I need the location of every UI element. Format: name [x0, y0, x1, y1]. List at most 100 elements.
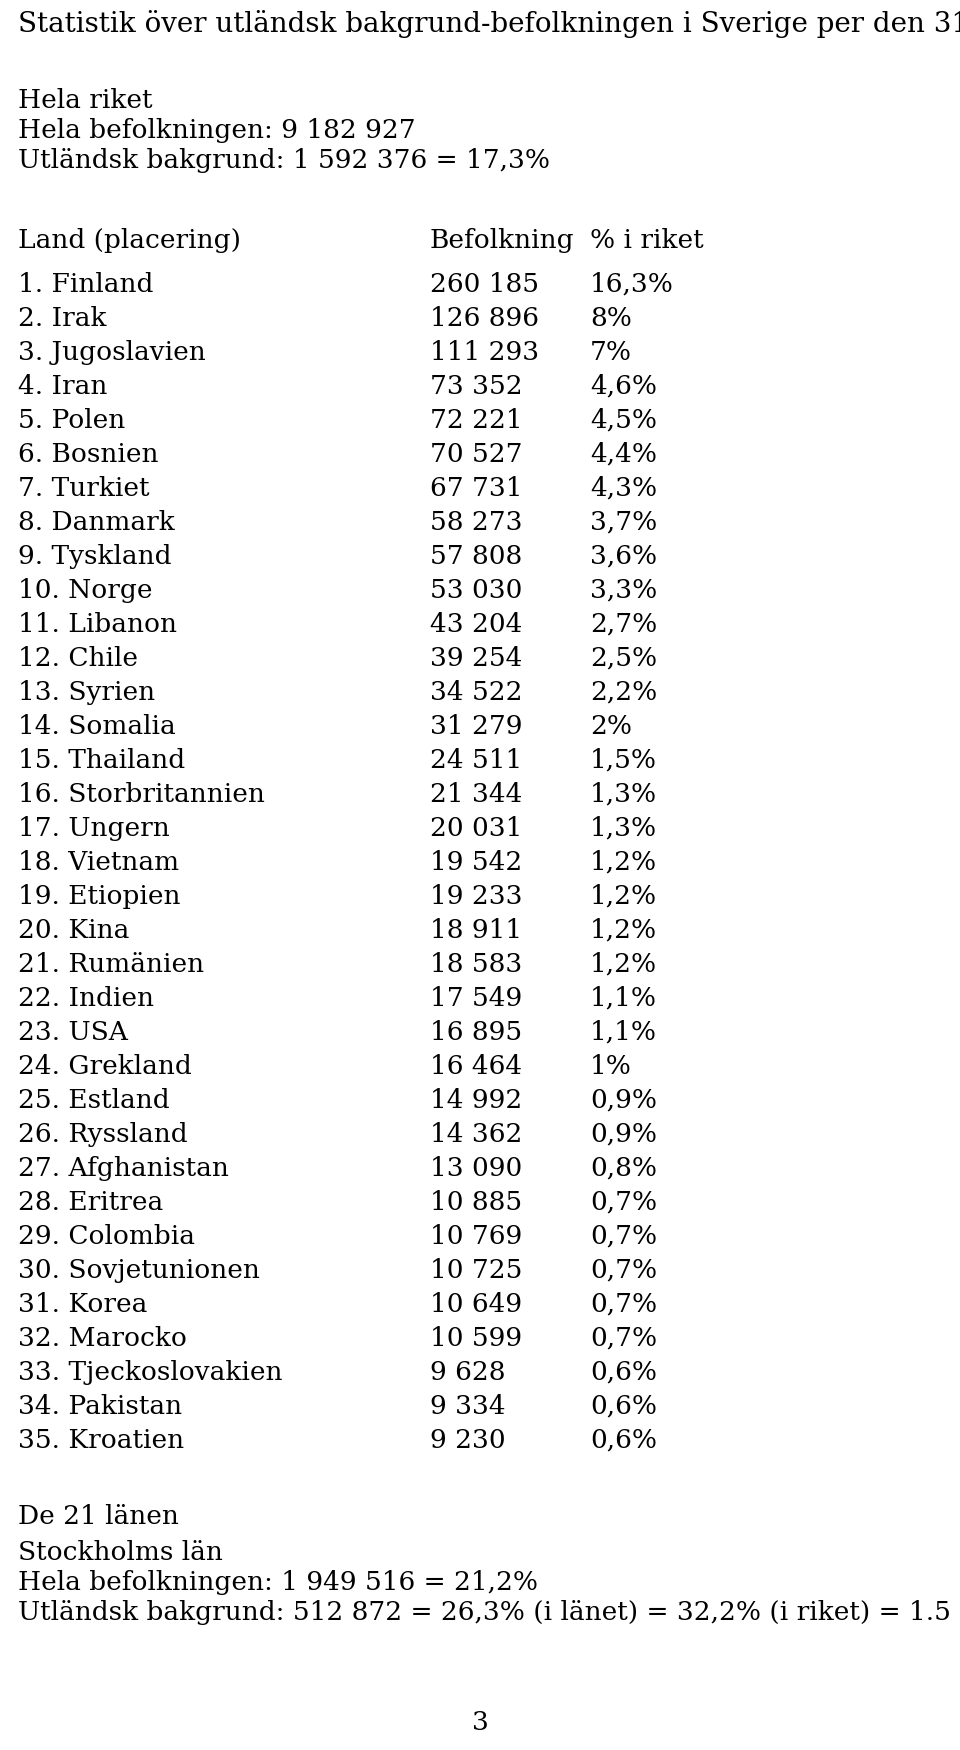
- Text: Land (placering): Land (placering): [18, 228, 241, 254]
- Text: % i riket: % i riket: [590, 228, 704, 254]
- Text: 70 527: 70 527: [430, 443, 522, 467]
- Text: 13 090: 13 090: [430, 1157, 522, 1181]
- Text: 18 583: 18 583: [430, 952, 522, 977]
- Text: 4,6%: 4,6%: [590, 374, 657, 399]
- Text: 72 221: 72 221: [430, 408, 522, 432]
- Text: 32. Marocko: 32. Marocko: [18, 1326, 187, 1351]
- Text: 57 808: 57 808: [430, 544, 522, 569]
- Text: 2,5%: 2,5%: [590, 646, 658, 670]
- Text: 16 464: 16 464: [430, 1054, 522, 1080]
- Text: 23. USA: 23. USA: [18, 1020, 128, 1045]
- Text: 7. Turkiet: 7. Turkiet: [18, 476, 150, 500]
- Text: 7%: 7%: [590, 340, 632, 366]
- Text: 34 522: 34 522: [430, 681, 522, 705]
- Text: 58 273: 58 273: [430, 509, 522, 536]
- Text: 17 549: 17 549: [430, 985, 522, 1011]
- Text: 3,7%: 3,7%: [590, 509, 658, 536]
- Text: 3: 3: [471, 1710, 489, 1734]
- Text: 260 185: 260 185: [430, 271, 539, 298]
- Text: 0,9%: 0,9%: [590, 1122, 657, 1146]
- Text: 22. Indien: 22. Indien: [18, 985, 154, 1011]
- Text: 10 649: 10 649: [430, 1292, 522, 1318]
- Text: 1,2%: 1,2%: [590, 850, 658, 875]
- Text: 1,2%: 1,2%: [590, 884, 658, 908]
- Text: 43 204: 43 204: [430, 612, 522, 637]
- Text: 29. Colombia: 29. Colombia: [18, 1223, 195, 1250]
- Text: 126 896: 126 896: [430, 306, 539, 331]
- Text: 21 344: 21 344: [430, 782, 522, 807]
- Text: 16 895: 16 895: [430, 1020, 522, 1045]
- Text: 10 725: 10 725: [430, 1258, 522, 1283]
- Text: 31. Korea: 31. Korea: [18, 1292, 148, 1318]
- Text: 18. Vietnam: 18. Vietnam: [18, 850, 180, 875]
- Text: 10 885: 10 885: [430, 1190, 522, 1214]
- Text: 9 230: 9 230: [430, 1428, 506, 1452]
- Text: 27. Afghanistan: 27. Afghanistan: [18, 1157, 228, 1181]
- Text: 16,3%: 16,3%: [590, 271, 674, 298]
- Text: 10 599: 10 599: [430, 1326, 522, 1351]
- Text: 30. Sovjetunionen: 30. Sovjetunionen: [18, 1258, 260, 1283]
- Text: 0,6%: 0,6%: [590, 1428, 657, 1452]
- Text: 28. Eritrea: 28. Eritrea: [18, 1190, 163, 1214]
- Text: 0,9%: 0,9%: [590, 1088, 657, 1113]
- Text: 0,7%: 0,7%: [590, 1190, 658, 1214]
- Text: 15. Thailand: 15. Thailand: [18, 747, 185, 774]
- Text: 31 279: 31 279: [430, 714, 522, 738]
- Text: 2,7%: 2,7%: [590, 612, 658, 637]
- Text: Hela befolkningen: 1 949 516 = 21,2%: Hela befolkningen: 1 949 516 = 21,2%: [18, 1570, 538, 1594]
- Text: 1,5%: 1,5%: [590, 747, 657, 774]
- Text: 9 628: 9 628: [430, 1360, 506, 1384]
- Text: 2,2%: 2,2%: [590, 681, 658, 705]
- Text: 26. Ryssland: 26. Ryssland: [18, 1122, 187, 1146]
- Text: 16. Storbritannien: 16. Storbritannien: [18, 782, 265, 807]
- Text: 11. Libanon: 11. Libanon: [18, 612, 177, 637]
- Text: 9 334: 9 334: [430, 1395, 506, 1419]
- Text: 10. Norge: 10. Norge: [18, 578, 153, 604]
- Text: 6. Bosnien: 6. Bosnien: [18, 443, 158, 467]
- Text: 8. Danmark: 8. Danmark: [18, 509, 175, 536]
- Text: Utländsk bakgrund: 1 592 376 = 17,3%: Utländsk bakgrund: 1 592 376 = 17,3%: [18, 149, 550, 173]
- Text: 4,5%: 4,5%: [590, 408, 657, 432]
- Text: 8%: 8%: [590, 306, 632, 331]
- Text: Befolkning: Befolkning: [430, 228, 575, 254]
- Text: 4,3%: 4,3%: [590, 476, 658, 500]
- Text: 0,6%: 0,6%: [590, 1360, 657, 1384]
- Text: 10 769: 10 769: [430, 1223, 522, 1250]
- Text: 17. Ungern: 17. Ungern: [18, 816, 170, 842]
- Text: 3,6%: 3,6%: [590, 544, 658, 569]
- Text: 73 352: 73 352: [430, 374, 522, 399]
- Text: 2. Irak: 2. Irak: [18, 306, 107, 331]
- Text: Utländsk bakgrund: 512 872 = 26,3% (i länet) = 32,2% (i riket) = 1.5 (oddskvot): Utländsk bakgrund: 512 872 = 26,3% (i lä…: [18, 1600, 960, 1626]
- Text: 24. Grekland: 24. Grekland: [18, 1054, 192, 1080]
- Text: 20 031: 20 031: [430, 816, 522, 842]
- Text: 1,1%: 1,1%: [590, 985, 657, 1011]
- Text: 21. Rumänien: 21. Rumänien: [18, 952, 204, 977]
- Text: 3. Jugoslavien: 3. Jugoslavien: [18, 340, 205, 366]
- Text: 34. Pakistan: 34. Pakistan: [18, 1395, 182, 1419]
- Text: 14 362: 14 362: [430, 1122, 522, 1146]
- Text: 0,7%: 0,7%: [590, 1223, 658, 1250]
- Text: 35. Kroatien: 35. Kroatien: [18, 1428, 184, 1452]
- Text: 19. Etiopien: 19. Etiopien: [18, 884, 180, 908]
- Text: 25. Estland: 25. Estland: [18, 1088, 170, 1113]
- Text: Stockholms län: Stockholms län: [18, 1540, 223, 1564]
- Text: 1%: 1%: [590, 1054, 632, 1080]
- Text: 1,3%: 1,3%: [590, 782, 658, 807]
- Text: 0,7%: 0,7%: [590, 1258, 658, 1283]
- Text: 111 293: 111 293: [430, 340, 540, 366]
- Text: 39 254: 39 254: [430, 646, 522, 670]
- Text: 33. Tjeckoslovakien: 33. Tjeckoslovakien: [18, 1360, 282, 1384]
- Text: Hela riket: Hela riket: [18, 88, 153, 114]
- Text: 3,3%: 3,3%: [590, 578, 658, 604]
- Text: 1,2%: 1,2%: [590, 919, 658, 943]
- Text: 0,7%: 0,7%: [590, 1326, 658, 1351]
- Text: 14 992: 14 992: [430, 1088, 522, 1113]
- Text: 67 731: 67 731: [430, 476, 522, 500]
- Text: Hela befolkningen: 9 182 927: Hela befolkningen: 9 182 927: [18, 117, 416, 144]
- Text: 5. Polen: 5. Polen: [18, 408, 125, 432]
- Text: Statistik över utländsk bakgrund-befolkningen i Sverige per den 31 december 2007: Statistik över utländsk bakgrund-befolkn…: [18, 10, 960, 38]
- Text: 1,1%: 1,1%: [590, 1020, 657, 1045]
- Text: 53 030: 53 030: [430, 578, 522, 604]
- Text: 1,2%: 1,2%: [590, 952, 658, 977]
- Text: 13. Syrien: 13. Syrien: [18, 681, 156, 705]
